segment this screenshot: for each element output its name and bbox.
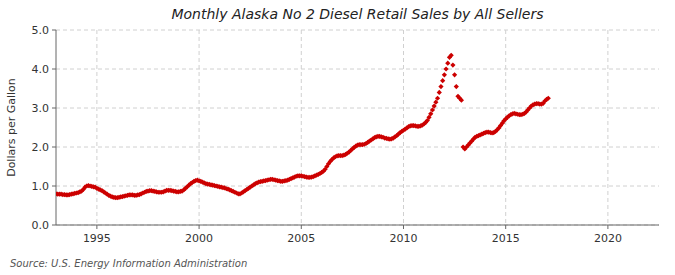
y-grid-line xyxy=(56,186,659,187)
x-tick-label: 2015 xyxy=(492,232,520,245)
point xyxy=(546,96,551,101)
y-tick-label: 4.0 xyxy=(32,63,50,76)
point xyxy=(450,63,455,68)
point xyxy=(454,84,459,89)
point xyxy=(438,84,443,89)
x-grid-line xyxy=(199,30,200,225)
x-grid-line xyxy=(607,30,608,225)
y-tick-label: 5.0 xyxy=(32,24,50,37)
x-tick xyxy=(301,225,302,229)
x-grid-line xyxy=(96,30,97,225)
y-tick xyxy=(52,147,56,148)
x-grid-line xyxy=(505,30,506,225)
point xyxy=(452,72,457,77)
y-tick xyxy=(52,108,56,109)
point xyxy=(437,90,442,95)
point xyxy=(443,66,448,71)
x-tick xyxy=(505,225,506,229)
y-grid-line xyxy=(56,69,659,70)
x-tick xyxy=(96,225,97,229)
source: Source: U.S. Energy Information Administ… xyxy=(10,258,247,269)
x-tick-label: 2020 xyxy=(594,232,622,245)
point xyxy=(459,98,464,103)
x-tick xyxy=(199,225,200,229)
y-axis-label: Dollars per Gallon xyxy=(5,78,18,177)
point xyxy=(442,72,447,77)
x-tick-label: 1995 xyxy=(83,232,111,245)
x-grid-line xyxy=(403,30,404,225)
y-grid-line xyxy=(56,30,659,31)
y-tick xyxy=(52,69,56,70)
axes: 0.0 1.0 2.0 3.0 4.0 5.0 1995 2000 2005 2010 2015 20… xyxy=(32,24,660,245)
grid xyxy=(56,30,659,225)
point xyxy=(445,61,450,66)
x-grid-line xyxy=(301,30,302,225)
y-grid-line xyxy=(56,225,659,226)
point xyxy=(435,96,440,101)
x-tick-label: 2010 xyxy=(389,232,417,245)
y-tick xyxy=(52,225,56,226)
y-grid-line xyxy=(56,108,659,109)
title: Monthly Alaska No 2 Diesel Retail Sales … xyxy=(171,6,543,22)
y-tick-label: 0.0 xyxy=(32,219,50,232)
x-tick-label: 2000 xyxy=(185,232,213,245)
y-tick xyxy=(52,186,56,187)
background xyxy=(0,0,675,275)
x-tick xyxy=(403,225,404,229)
x-tick xyxy=(607,225,608,229)
y-tick-label: 2.0 xyxy=(32,141,50,154)
y-tick-label: 1.0 xyxy=(32,180,50,193)
y-tick xyxy=(52,30,56,31)
x-axis-line xyxy=(56,225,659,226)
point xyxy=(440,78,445,83)
y-tick-label: 3.0 xyxy=(32,102,50,115)
marks xyxy=(56,53,551,201)
x-tick-label: 2005 xyxy=(287,232,315,245)
chart: 0.0 1.0 2.0 3.0 4.0 5.0 1995 2000 2005 2010 2015 20… xyxy=(0,0,675,275)
point xyxy=(449,53,454,58)
